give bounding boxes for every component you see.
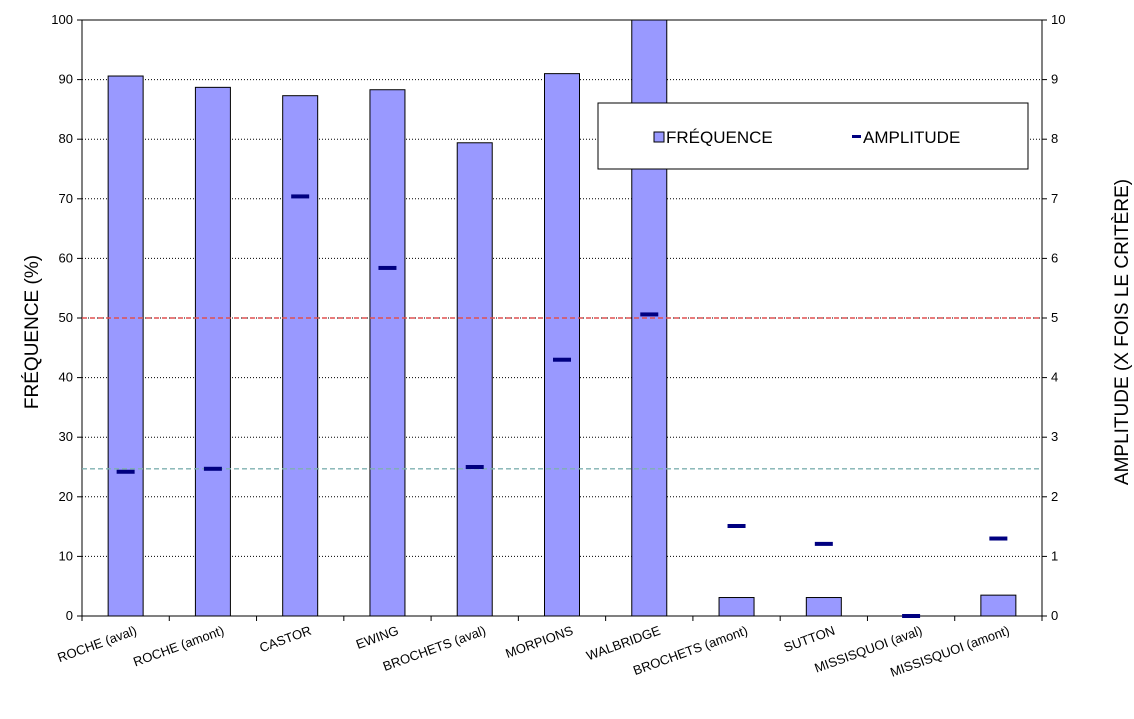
y-tick-label: 100 (51, 12, 73, 27)
bar-frequence (369, 89, 406, 617)
bar-frequence (805, 597, 842, 617)
y2-axis-title: AMPLITUDE (X FOIS LE CRITÈRE) (1112, 179, 1133, 485)
amplitude-marker (640, 312, 659, 317)
x-category-label: MORPIONS (503, 623, 575, 661)
y-tick-label: 70 (59, 191, 73, 206)
y2-tick-label: 5 (1051, 310, 1058, 325)
y-tick-label: 80 (59, 131, 73, 146)
legend-amplitude-label: AMPLITUDE (863, 128, 960, 147)
y-tick-label: 10 (59, 548, 73, 563)
y-axis-title: FRÉQUENCE (%) (22, 255, 43, 409)
y-tick-label: 0 (66, 608, 73, 623)
y2-tick-label: 2 (1051, 489, 1058, 504)
x-category-label: CASTOR (257, 623, 313, 656)
bar-frequence (107, 75, 144, 617)
amplitude-marker (291, 194, 310, 199)
x-category-label: ROCHE (amont) (131, 623, 226, 670)
y-tick-label: 50 (59, 310, 73, 325)
y2-tick-label: 9 (1051, 72, 1058, 87)
x-category-label: ROCHE (aval) (55, 623, 138, 666)
x-category-label: SUTTON (782, 623, 837, 655)
legend-frequence-swatch (653, 131, 665, 143)
amplitude-marker (116, 469, 135, 474)
legend-amplitude-swatch (852, 135, 861, 138)
amplitude-marker (203, 466, 222, 471)
legend-box (597, 102, 1029, 170)
bar-frequence (980, 594, 1017, 617)
amplitude-marker (989, 536, 1008, 541)
bar-frequence (718, 597, 755, 617)
y2-tick-label: 3 (1051, 429, 1058, 444)
y2-tick-label: 10 (1051, 12, 1065, 27)
legend: FRÉQUENCE AMPLITUDE (597, 102, 1029, 170)
amplitude-marker (902, 614, 921, 618)
legend-frequence-label: FRÉQUENCE (666, 128, 773, 147)
y-tick-label: 30 (59, 429, 73, 444)
y-tick-label: 20 (59, 489, 73, 504)
amplitude-marker (378, 265, 397, 270)
y2-tick-label: 7 (1051, 191, 1058, 206)
x-category-label: EWING (354, 623, 401, 652)
amplitude-marker (465, 465, 484, 469)
bar-frequence (456, 142, 493, 617)
bar-frequence (194, 86, 231, 617)
amplitude-marker (814, 541, 833, 546)
bar-frequence (544, 73, 580, 617)
bar-frequence (282, 95, 319, 617)
amplitude-marker (727, 524, 746, 529)
y2-tick-label: 0 (1051, 608, 1058, 623)
y2-tick-label: 1 (1051, 548, 1058, 563)
y-tick-label: 60 (59, 250, 73, 265)
y-tick-label: 90 (59, 72, 73, 87)
amplitude-marker (553, 357, 571, 362)
y2-tick-label: 6 (1051, 250, 1058, 265)
y2-tick-label: 8 (1051, 131, 1058, 146)
y2-tick-label: 4 (1051, 370, 1058, 385)
y-tick-label: 40 (59, 370, 73, 385)
